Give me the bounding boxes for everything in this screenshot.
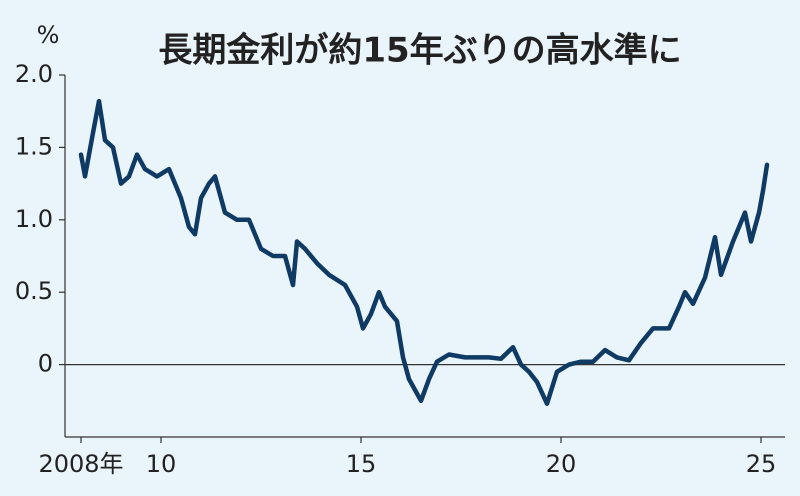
x-tick-label: 15	[346, 450, 377, 478]
x-tick-label: 25	[746, 450, 777, 478]
yield-line	[78, 98, 770, 406]
x-tick-label: 10	[146, 450, 177, 478]
y-tick-label: 2.0	[15, 60, 53, 88]
y-tick-label: 1.0	[15, 205, 53, 233]
chart-title: 長期金利が約15年ぶりの高水準に	[158, 31, 681, 71]
y-tick-label: 0	[38, 350, 53, 378]
x-tick-label: 20	[546, 450, 577, 478]
y-tick-label: 0.5	[15, 277, 53, 305]
y-tick-label: 1.5	[15, 132, 53, 160]
y-axis-unit: %	[37, 21, 60, 49]
x-tick-label: 2008年	[38, 450, 123, 478]
